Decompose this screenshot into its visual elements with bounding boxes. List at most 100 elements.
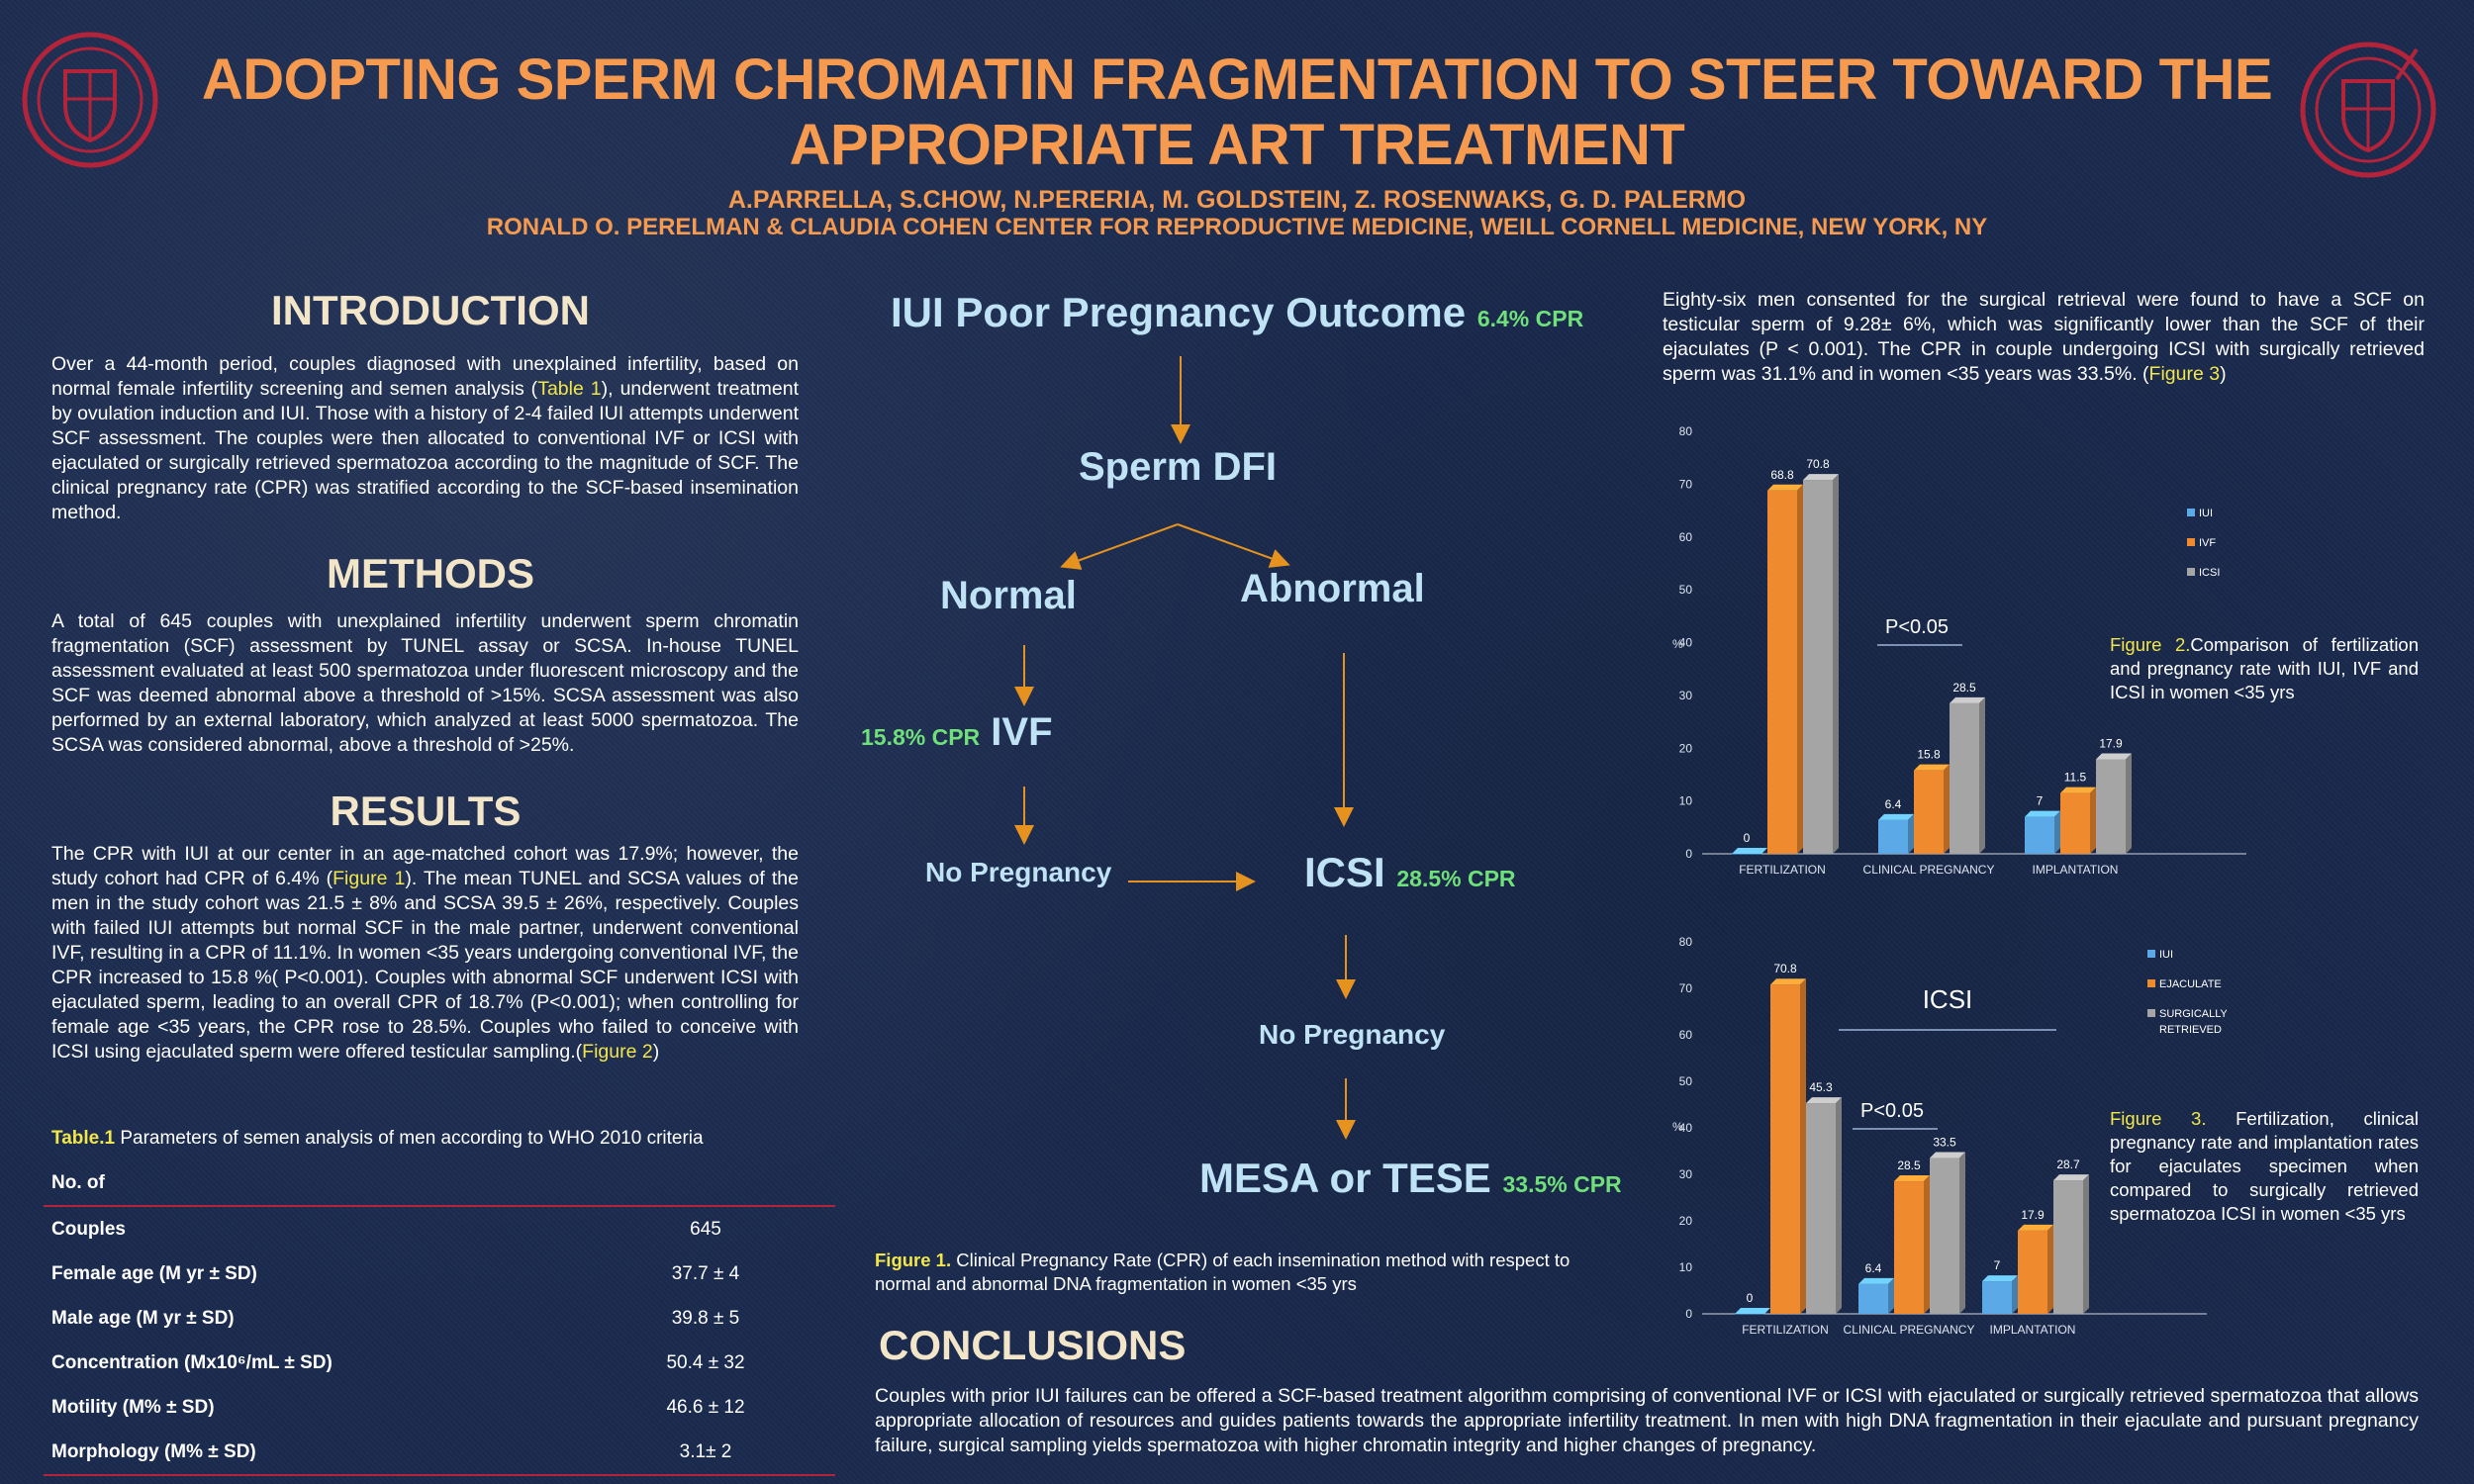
- bar-top-face: [2018, 1224, 2053, 1231]
- bar-ivf: [2060, 792, 2090, 854]
- bar-surgically-retrieved: [1806, 1103, 1836, 1314]
- data-label: 33.5: [1933, 1136, 1956, 1150]
- bar-top-face: [2096, 753, 2132, 760]
- figure1-caption: Figure 1. Clinical Pregnancy Rate (CPR) …: [875, 1249, 1627, 1296]
- flow-dfi-node: Sperm DFI: [1079, 445, 1278, 489]
- legend-label: SURGICALLY: [2159, 1008, 2227, 1020]
- arrow-dfi-normal: [1060, 523, 1179, 570]
- intro-text-a: Over a 44-month period, couples diagnose…: [51, 353, 799, 400]
- row-label: Female age (M yr ± SD): [51, 1262, 257, 1284]
- bar-side-face: [1959, 1152, 1965, 1314]
- data-label: 17.9: [2099, 736, 2123, 750]
- category-label: CLINICAL PREGNANCY: [1844, 1323, 1975, 1337]
- category-label: IMPLANTATION: [2033, 863, 2119, 877]
- row-label: Couples: [51, 1218, 126, 1240]
- category-label: FERTILIZATION: [1739, 863, 1826, 877]
- data-label: 70.8: [1806, 457, 1830, 471]
- bar-iui: [2025, 816, 2054, 854]
- data-label: 70.8: [1773, 962, 1797, 975]
- methods-text: A total of 645 couples with unexplained …: [51, 610, 799, 756]
- bar-icsi: [1803, 480, 1833, 854]
- data-label: 28.5: [1897, 1159, 1921, 1172]
- table-row: Couples 645: [44, 1206, 835, 1252]
- legend-label: RETRIEVED: [2159, 1024, 2222, 1036]
- bar-side-face: [1924, 1175, 1930, 1314]
- legend-label: EJACULATE: [2159, 978, 2222, 990]
- results-heading: RESULTS: [330, 788, 522, 834]
- legend-swatch: [2147, 979, 2155, 987]
- flow-iui-cpr: 6.4% CPR: [1476, 306, 1584, 331]
- bar-side-face: [1944, 764, 1950, 854]
- y-tick-label: 70: [1679, 981, 1693, 995]
- table-row: Concentration (Mx10⁶/mL ± SD) 50.4 ± 32: [44, 1341, 835, 1385]
- bar-ivf: [1914, 770, 1944, 854]
- affiliation: RONALD O. PERELMAN & CLAUDIA COHEN CENTE…: [486, 214, 1988, 240]
- data-label: 68.8: [1770, 468, 1794, 482]
- results-text: The CPR with IUI at our center in an age…: [51, 842, 799, 1065]
- bar-top-face: [1767, 484, 1803, 491]
- data-label: 7: [1994, 1258, 2001, 1272]
- y-tick-label: 20: [1679, 1214, 1693, 1228]
- table-row: Male age (M yr ± SD) 39.8 ± 5: [44, 1296, 835, 1341]
- figure3-text: Fertilization, clinical pregnancy rate a…: [2110, 1108, 2419, 1224]
- title-line-2: APPROPRIATE ART TREATMENT: [789, 113, 1685, 177]
- bar-surgically-retrieved: [1930, 1158, 1959, 1314]
- flow-abnormal-node: Abnormal: [1240, 567, 1425, 610]
- figure2-link[interactable]: Figure 2: [582, 1041, 653, 1063]
- category-label: CLINICAL PREGNANCY: [1863, 863, 1995, 877]
- figure3-label: Figure 3.: [2110, 1108, 2207, 1129]
- y-tick-label: 80: [1679, 424, 1693, 438]
- legend-swatch: [2147, 950, 2155, 958]
- row-value: 39.8 ± 5: [671, 1307, 740, 1329]
- bar-side-face: [1888, 1277, 1894, 1314]
- figure3-link[interactable]: Figure 3: [2148, 363, 2221, 385]
- bar-side-face: [2090, 787, 2096, 854]
- y-tick-label: 40: [1679, 1121, 1693, 1135]
- y-tick-label: 10: [1679, 1260, 1693, 1274]
- figure1-label: Figure 1.: [875, 1250, 952, 1270]
- bar-ejaculate: [2018, 1230, 2047, 1314]
- data-label: 11.5: [2064, 771, 2087, 785]
- flow-icsi-label: ICSI: [1304, 849, 1385, 895]
- flow-normal-node: Normal: [940, 574, 1077, 617]
- flow-icsi-cpr: 28.5% CPR: [1396, 866, 1516, 891]
- poster-title: ADOPTING SPERM CHROMATIN FRAGMENTATION T…: [158, 47, 2316, 178]
- bar-iui: [1982, 1281, 2012, 1314]
- results-text-a: The CPR with IUI at our center in an age…: [51, 843, 799, 889]
- bar-top-face: [1930, 1152, 1965, 1159]
- bar-top-face: [2060, 787, 2096, 793]
- y-tick-label: 30: [1679, 689, 1693, 702]
- legend-label: IUI: [2159, 949, 2173, 961]
- title-line-1: ADOPTING SPERM CHROMATIN FRAGMENTATION T…: [201, 47, 2273, 112]
- y-tick-label: 0: [1685, 1307, 1692, 1321]
- bar-side-face: [2126, 753, 2132, 854]
- legend-swatch: [2187, 509, 2195, 516]
- bar-top-face: [1894, 1175, 1930, 1182]
- row-value: 50.4 ± 32: [666, 1351, 745, 1373]
- bar-side-face: [1908, 813, 1914, 854]
- row-value: 37.7 ± 4: [671, 1262, 740, 1284]
- figure3-caption: Figure 3. Fertilization, clinical pregna…: [2110, 1107, 2419, 1226]
- row-label: Concentration (Mx10⁶/mL ± SD): [51, 1351, 333, 1373]
- flow-mesa-cpr: 33.5% CPR: [1502, 1171, 1622, 1197]
- table-row: Female age (M yr ± SD) 37.7 ± 4: [44, 1252, 835, 1296]
- bar-iui: [1858, 1283, 1888, 1314]
- figure1-text: Clinical Pregnancy Rate (CPR) of each in…: [875, 1250, 1570, 1294]
- surgical-retrieval-text: Eighty-six men consented for the surgica…: [1663, 288, 2425, 387]
- table1-link[interactable]: Table 1: [537, 378, 602, 400]
- bar-surgically-retrieved: [2053, 1180, 2083, 1314]
- data-label: 0: [1747, 1291, 1754, 1305]
- right-text-b: ): [2220, 363, 2227, 385]
- bar-iui: [1732, 854, 1761, 855]
- data-label: 28.5: [1952, 681, 1976, 695]
- y-tick-label: 80: [1679, 935, 1693, 949]
- bar-top-face: [1982, 1275, 2018, 1282]
- bar-side-face: [1833, 474, 1839, 854]
- bar-top-face: [1732, 848, 1767, 854]
- table-row: Morphology (M% ± SD) 3.1± 2: [44, 1430, 835, 1475]
- bar-icsi: [1950, 702, 1979, 854]
- data-label: 28.7: [2056, 1158, 2080, 1171]
- figure2-caption: Figure 2.Comparison of fertilization and…: [2110, 633, 2419, 704]
- bar-top-face: [1806, 1097, 1842, 1104]
- figure1-link[interactable]: Figure 1: [333, 868, 406, 889]
